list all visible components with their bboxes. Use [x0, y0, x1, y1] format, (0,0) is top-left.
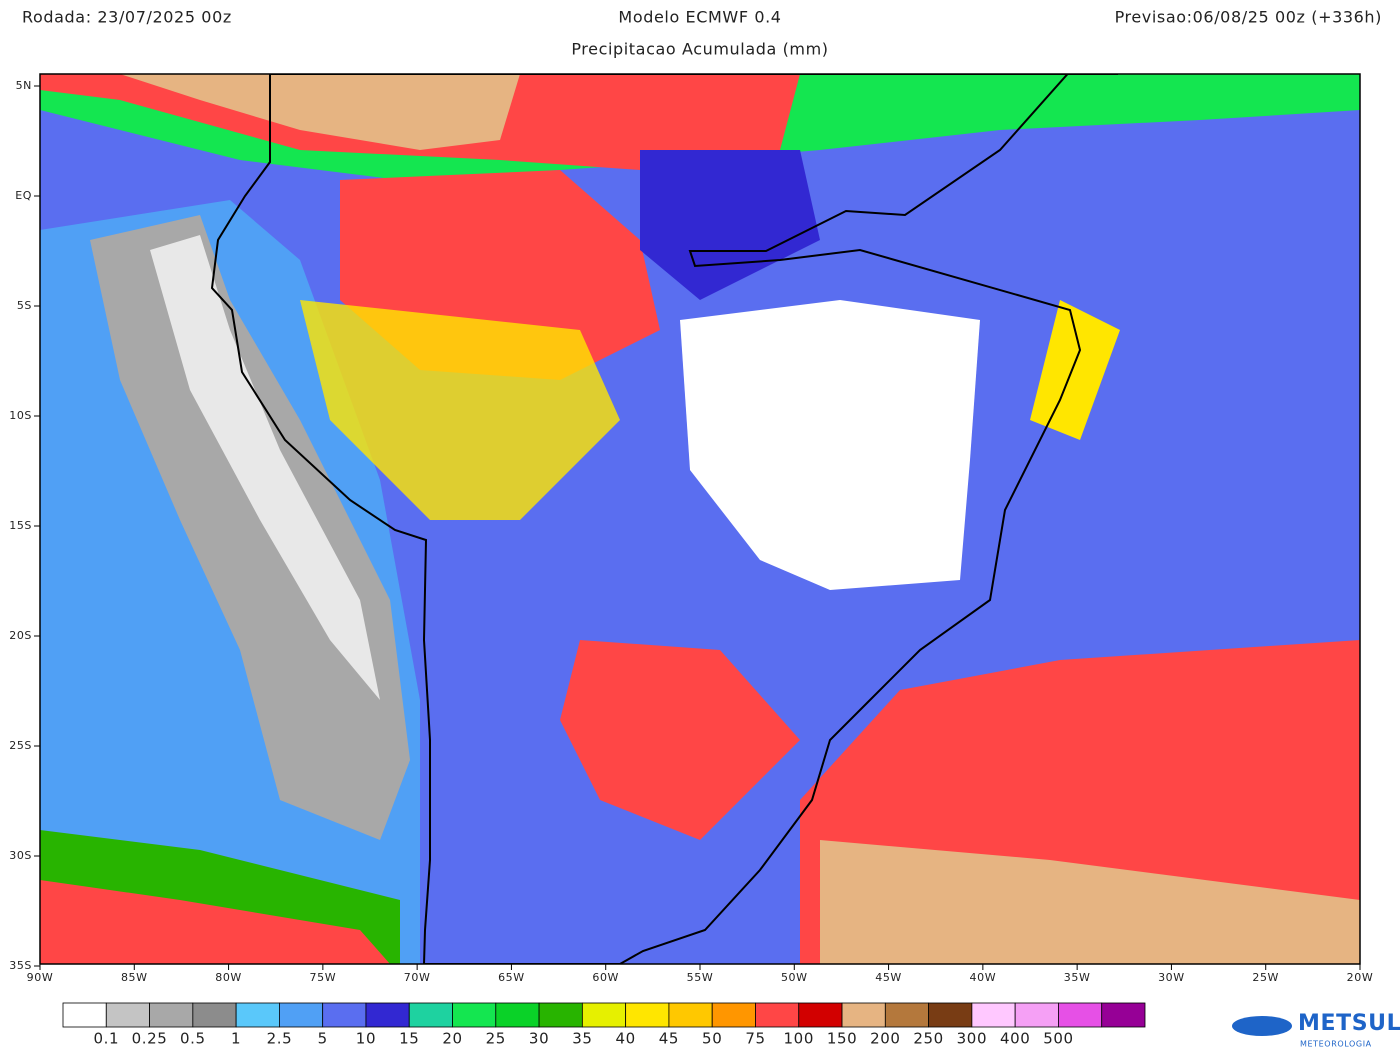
sw-red: [40, 880, 390, 964]
legend-label: 35: [572, 1030, 592, 1048]
legend-swatch: [755, 1002, 800, 1028]
legend-swatch: [495, 1002, 540, 1028]
lon-label: 30W: [1158, 971, 1185, 984]
legend-swatch: [408, 1002, 453, 1028]
legend-label: 150: [827, 1030, 857, 1048]
dry-band: [90, 215, 410, 840]
lon-label: 25W: [1252, 971, 1279, 984]
legend-swatch: [149, 1002, 194, 1028]
logo-name: METSUL: [1298, 1011, 1400, 1036]
lat-label: 5N: [16, 79, 32, 92]
legend-label: 50: [702, 1030, 722, 1048]
logo-tagline: METEOROLOGIA: [1300, 1040, 1372, 1049]
legend-swatch: [538, 1002, 583, 1028]
legend-swatch: [1101, 1002, 1146, 1028]
precip-field: [40, 74, 1360, 964]
lon-label: 75W: [310, 971, 337, 984]
lon-label: 70W: [404, 971, 431, 984]
legend-swatch: [625, 1002, 670, 1028]
legend-label: 30: [529, 1030, 549, 1048]
lon-label: 20W: [1347, 971, 1374, 984]
south-red: [560, 640, 800, 840]
guiana-blue: [640, 150, 820, 300]
legend-label: 10: [356, 1030, 376, 1048]
lon-label: 90W: [27, 971, 54, 984]
amazon-yellow: [300, 300, 620, 520]
lon-label: 60W: [592, 971, 619, 984]
legend-label: 20: [442, 1030, 462, 1048]
lon-label: 35W: [1064, 971, 1091, 984]
logo-icon: [1232, 1016, 1292, 1036]
brazil-dry: [680, 300, 980, 590]
legend-swatch: [798, 1002, 843, 1028]
lat-label: 25S: [9, 739, 32, 752]
legend-label: 200: [870, 1030, 900, 1048]
dry-core: [150, 235, 380, 700]
legend-swatch: [1058, 1002, 1103, 1028]
legend-label: 250: [913, 1030, 943, 1048]
legend-swatch: [235, 1002, 280, 1028]
lon-label: 65W: [498, 971, 525, 984]
legend-swatch: [928, 1002, 973, 1028]
lon-label: 85W: [121, 971, 148, 984]
lon-label: 40W: [970, 971, 997, 984]
legend-label: 0.1: [93, 1030, 119, 1048]
model-label: Modelo ECMWF 0.4: [618, 8, 781, 27]
legend-label: 400: [1000, 1030, 1030, 1048]
legend-label: 2.5: [267, 1030, 293, 1048]
forecast-label: Previsao:06/08/25 00z (+336h): [1115, 8, 1382, 27]
legend-label: 300: [957, 1030, 987, 1048]
legend-swatch: [452, 1002, 497, 1028]
legend-label: 45: [659, 1030, 679, 1048]
run-label: Rodada: 23/07/2025 00z: [22, 8, 232, 27]
legend-swatch: [841, 1002, 886, 1028]
lat-label: 20S: [9, 629, 32, 642]
legend-swatch: [322, 1002, 367, 1028]
lat-label: 10S: [9, 409, 32, 422]
legend-swatch: [711, 1002, 756, 1028]
lat-label: 5S: [17, 299, 32, 312]
legend-swatch: [1014, 1002, 1059, 1028]
legend-label: 500: [1043, 1030, 1073, 1048]
north-tan: [120, 74, 520, 150]
legend-swatch: [884, 1002, 930, 1028]
legend-swatch: [971, 1002, 1016, 1028]
atlantic-tan: [820, 840, 1360, 964]
legend-swatch: [105, 1002, 150, 1028]
legend-label: 40: [615, 1030, 635, 1048]
legend-label: 0.5: [180, 1030, 206, 1048]
legend-label: 25: [486, 1030, 506, 1048]
legend-swatch: [62, 1002, 107, 1028]
legend-label: 100: [784, 1030, 814, 1048]
lon-label: 50W: [781, 971, 808, 984]
lon-label: 80W: [215, 971, 242, 984]
continent-outline: [210, 74, 1118, 964]
legend-swatch: [668, 1002, 713, 1028]
legend-swatch: [365, 1002, 410, 1028]
legend-swatch: [192, 1002, 237, 1028]
lat-label: EQ: [15, 189, 32, 202]
lat-label: 30S: [9, 849, 32, 862]
lon-label: 55W: [687, 971, 714, 984]
legend-label: 5: [318, 1030, 328, 1048]
lat-label: 35S: [9, 959, 32, 972]
legend-label: 0.25: [132, 1030, 168, 1048]
legend-label: 75: [745, 1030, 765, 1048]
legend-swatch: [581, 1002, 627, 1028]
legend-label: 1: [231, 1030, 241, 1048]
legend-swatch: [278, 1002, 324, 1028]
legend-label: 15: [399, 1030, 419, 1048]
lat-label: 15S: [9, 519, 32, 532]
map-subtitle: Precipitacao Acumulada (mm): [571, 40, 828, 59]
lon-label: 45W: [875, 971, 902, 984]
ne-yellow: [1030, 300, 1120, 440]
